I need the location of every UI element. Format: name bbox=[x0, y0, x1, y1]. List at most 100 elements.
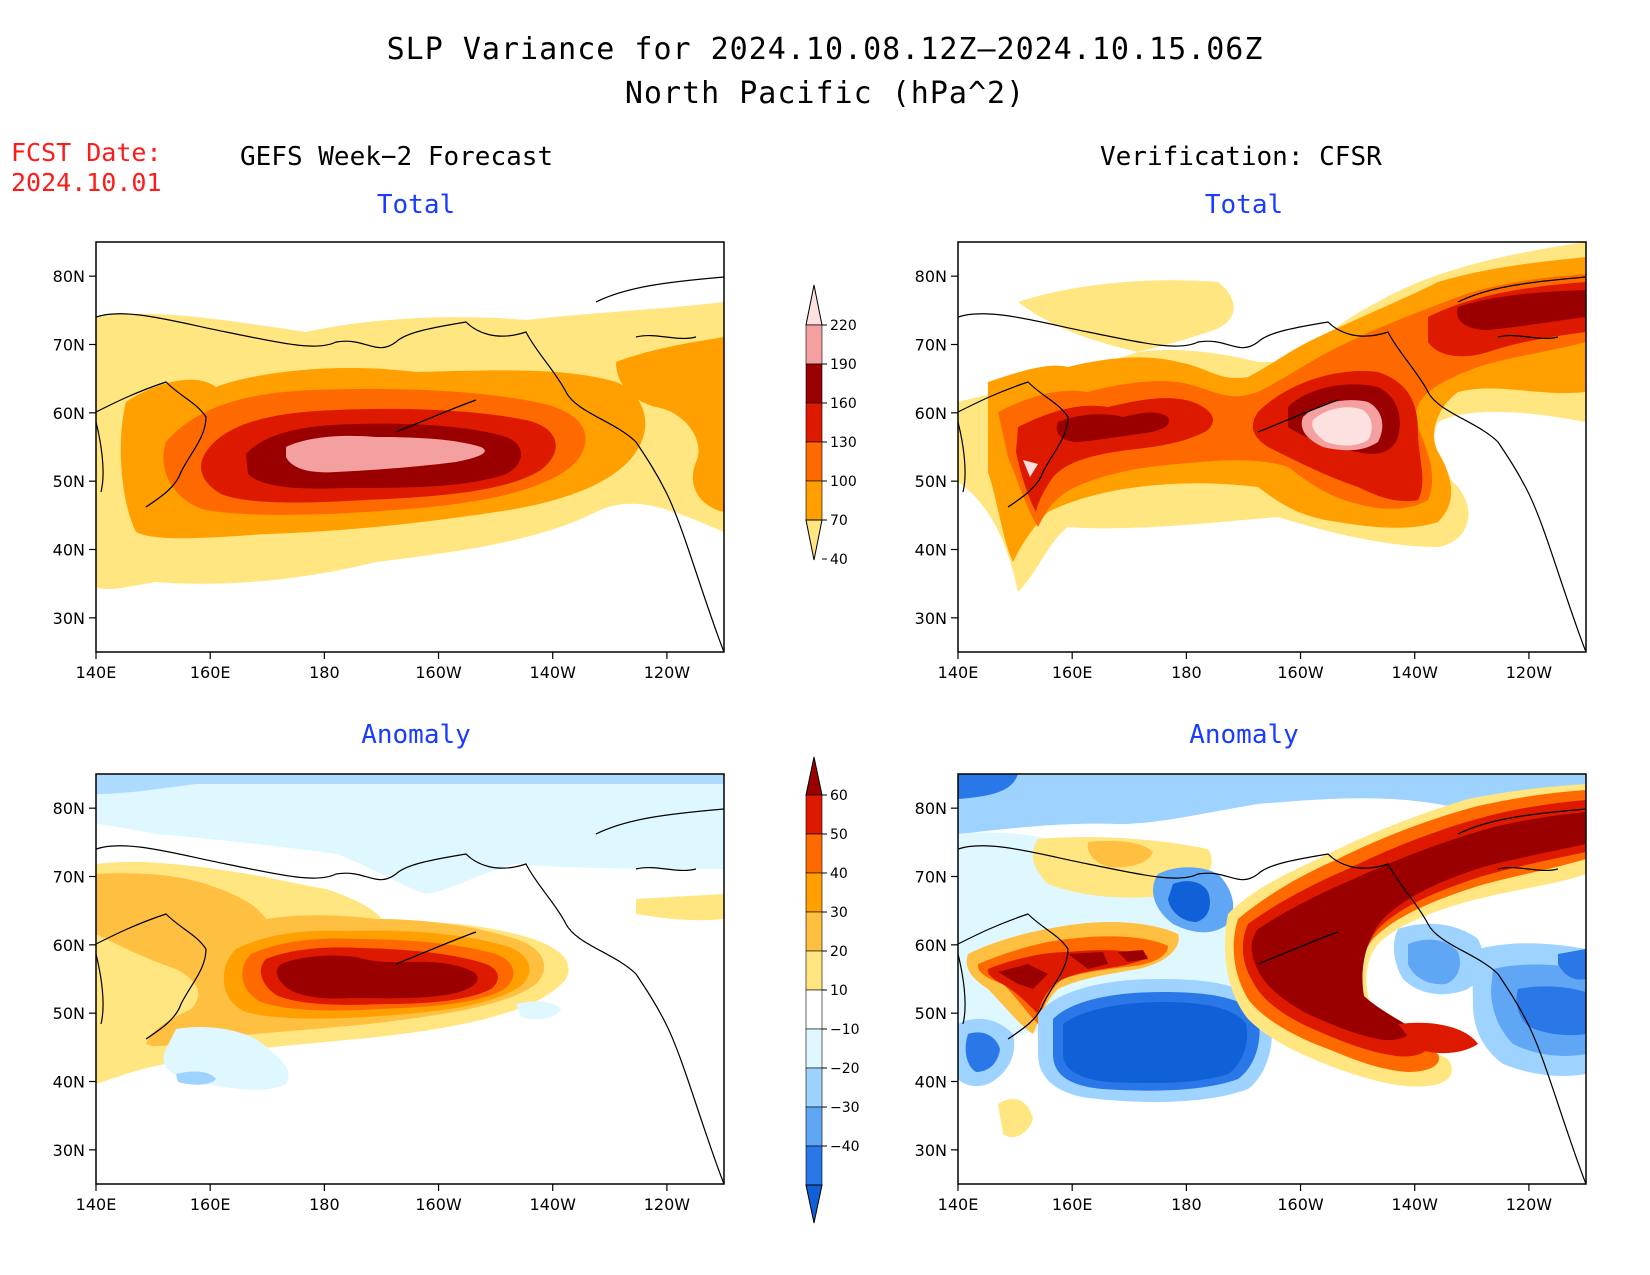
lat-tick-label: 60N bbox=[915, 936, 947, 955]
colorbar-swatch bbox=[805, 363, 823, 404]
lon-tick-label: 140W bbox=[1392, 1195, 1439, 1214]
verification-anomaly-map: 140E 160E 180 160W 140W 120W 80N 70N 60N 50N 40N 30… bbox=[915, 773, 1587, 1214]
lat-tick-label: 70N bbox=[915, 336, 947, 355]
lon-tick-label: 180 bbox=[1171, 663, 1202, 682]
lon-tick-label: 160E bbox=[1052, 663, 1093, 682]
lon-tick-label: 120W bbox=[1506, 663, 1553, 682]
lat-tick-label: 50N bbox=[915, 1004, 947, 1023]
colorbar-swatch bbox=[805, 1145, 823, 1186]
lon-tick-label: 180 bbox=[309, 1195, 340, 1214]
lon-tick-label: 180 bbox=[1171, 1195, 1202, 1214]
verification-total-map: 140E 160E 180 160W 140W 120W 80N 70N 60N 50N 40N 30… bbox=[915, 241, 1587, 682]
colorbar-swatch bbox=[805, 1067, 823, 1108]
colorbar-swatch bbox=[805, 911, 823, 952]
lon-tick-label: 140W bbox=[530, 663, 577, 682]
colorbar-label: 40 bbox=[830, 866, 848, 882]
colorbar-label: 70 bbox=[830, 513, 848, 529]
lon-tick-label: 140E bbox=[76, 663, 117, 682]
lat-tick-label: 60N bbox=[53, 936, 85, 955]
fcst-date-label: FCST Date: bbox=[11, 138, 162, 167]
lat-tick-label: 50N bbox=[915, 472, 947, 491]
total-colorbar: 220 190 160 130 100 70 40 bbox=[805, 284, 857, 568]
colorbar-swatch bbox=[805, 1106, 823, 1147]
colorbar-label: 40 bbox=[830, 552, 848, 568]
colorbar-top-arrow bbox=[805, 756, 823, 796]
lon-tick-label: 160E bbox=[1052, 1195, 1093, 1214]
colorbar-label: −20 bbox=[830, 1061, 860, 1077]
colorbar-bottom-arrow bbox=[805, 519, 823, 561]
axis-labels: 140E 160E 180 160W 140W 120W 80N 70N 60N 50N 40N 30… bbox=[53, 799, 691, 1214]
colorbar-label: 190 bbox=[830, 357, 857, 373]
lat-tick-label: 30N bbox=[915, 609, 947, 628]
axis-labels: 140E 160E 180 160W 140W 120W 80N 70N 60N 50N 40N 30… bbox=[915, 267, 1553, 682]
colorbar-label: 160 bbox=[830, 396, 857, 412]
lon-tick-label: 140W bbox=[530, 1195, 577, 1214]
lat-tick-label: 70N bbox=[915, 868, 947, 887]
lon-tick-label: 140E bbox=[938, 663, 979, 682]
lon-tick-label: 160W bbox=[415, 663, 462, 682]
panel-subtitle-fcst-anomaly: Anomaly bbox=[361, 720, 471, 750]
colorbar-swatch bbox=[805, 1028, 823, 1069]
lon-tick-label: 160E bbox=[190, 663, 231, 682]
lon-tick-label: 160W bbox=[1277, 1195, 1324, 1214]
lat-tick-label: 50N bbox=[53, 472, 85, 491]
lat-tick-label: 80N bbox=[915, 267, 947, 286]
lat-tick-label: 30N bbox=[915, 1141, 947, 1160]
lon-tick-label: 180 bbox=[309, 663, 340, 682]
colorbar-label: 100 bbox=[830, 474, 857, 490]
lon-tick-label: 140E bbox=[76, 1195, 117, 1214]
lat-tick-label: 40N bbox=[915, 541, 947, 560]
lon-tick-label: 120W bbox=[1506, 1195, 1553, 1214]
colorbar-label: 20 bbox=[830, 944, 848, 960]
figure-title: SLP Variance for 2024.10.08.12Z–2024.10.… bbox=[386, 32, 1264, 67]
lon-tick-label: 140W bbox=[1392, 663, 1439, 682]
lon-tick-label: 160W bbox=[415, 1195, 462, 1214]
colorbar-label: −40 bbox=[830, 1139, 860, 1155]
fcst-date-value: 2024.10.01 bbox=[11, 168, 162, 197]
axis-labels: 140E 160E 180 160W 140W 120W 80N 70N 60N 50N 40N 30… bbox=[915, 799, 1553, 1214]
colorbar-swatch bbox=[805, 833, 823, 874]
anomaly-colorbar: 60 50 40 30 20 10 −10 −20 −30 −40 bbox=[805, 756, 860, 1224]
colorbar-label: 60 bbox=[830, 788, 848, 804]
colorbar-label: 220 bbox=[830, 318, 857, 334]
lon-tick-label: 120W bbox=[644, 663, 691, 682]
colorbar-swatch bbox=[805, 989, 823, 1030]
lat-tick-label: 40N bbox=[53, 1073, 85, 1092]
lat-tick-label: 70N bbox=[53, 868, 85, 887]
lat-tick-label: 80N bbox=[53, 799, 85, 818]
forecast-column-title: GEFS Week−2 Forecast bbox=[240, 142, 554, 172]
panel-subtitle-verif-anomaly: Anomaly bbox=[1189, 720, 1299, 750]
colorbar-label: 130 bbox=[830, 435, 857, 451]
figure-subtitle: North Pacific (hPa^2) bbox=[624, 76, 1026, 111]
colorbar-bottom-arrow bbox=[805, 1184, 823, 1224]
lat-tick-label: 60N bbox=[915, 404, 947, 423]
lat-tick-label: 70N bbox=[53, 336, 85, 355]
colorbar-label: −10 bbox=[830, 1022, 860, 1038]
lat-tick-label: 60N bbox=[53, 404, 85, 423]
lat-tick-label: 80N bbox=[915, 799, 947, 818]
forecast-total-map: 140E 160E 180 160W 140W 120W 80N 70N 60N 50N 40N 30… bbox=[53, 241, 725, 682]
colorbar-label: 50 bbox=[830, 827, 848, 843]
verification-column-title: Verification: CFSR bbox=[1100, 142, 1382, 172]
colorbar-swatch bbox=[805, 402, 823, 443]
lon-tick-label: 160W bbox=[1277, 663, 1324, 682]
lat-tick-label: 80N bbox=[53, 267, 85, 286]
lon-tick-label: 140E bbox=[938, 1195, 979, 1214]
panel-subtitle-fcst-total: Total bbox=[376, 190, 456, 220]
colorbar-swatch bbox=[805, 441, 823, 482]
colorbar-swatch bbox=[805, 324, 823, 365]
colorbar-swatch bbox=[805, 480, 823, 521]
lat-tick-label: 40N bbox=[915, 1073, 947, 1092]
colorbar-label: 30 bbox=[830, 905, 848, 921]
lon-tick-label: 160E bbox=[190, 1195, 231, 1214]
lon-tick-label: 120W bbox=[644, 1195, 691, 1214]
lat-tick-label: 50N bbox=[53, 1004, 85, 1023]
colorbar-top-arrow bbox=[805, 284, 823, 326]
colorbar-swatch bbox=[805, 872, 823, 913]
colorbar-swatch bbox=[805, 950, 823, 991]
lat-tick-label: 30N bbox=[53, 1141, 85, 1160]
panel-subtitle-verif-total: Total bbox=[1204, 190, 1284, 220]
colorbar-swatch bbox=[805, 794, 823, 835]
lat-tick-label: 40N bbox=[53, 541, 85, 560]
colorbar-label: 10 bbox=[830, 983, 848, 999]
